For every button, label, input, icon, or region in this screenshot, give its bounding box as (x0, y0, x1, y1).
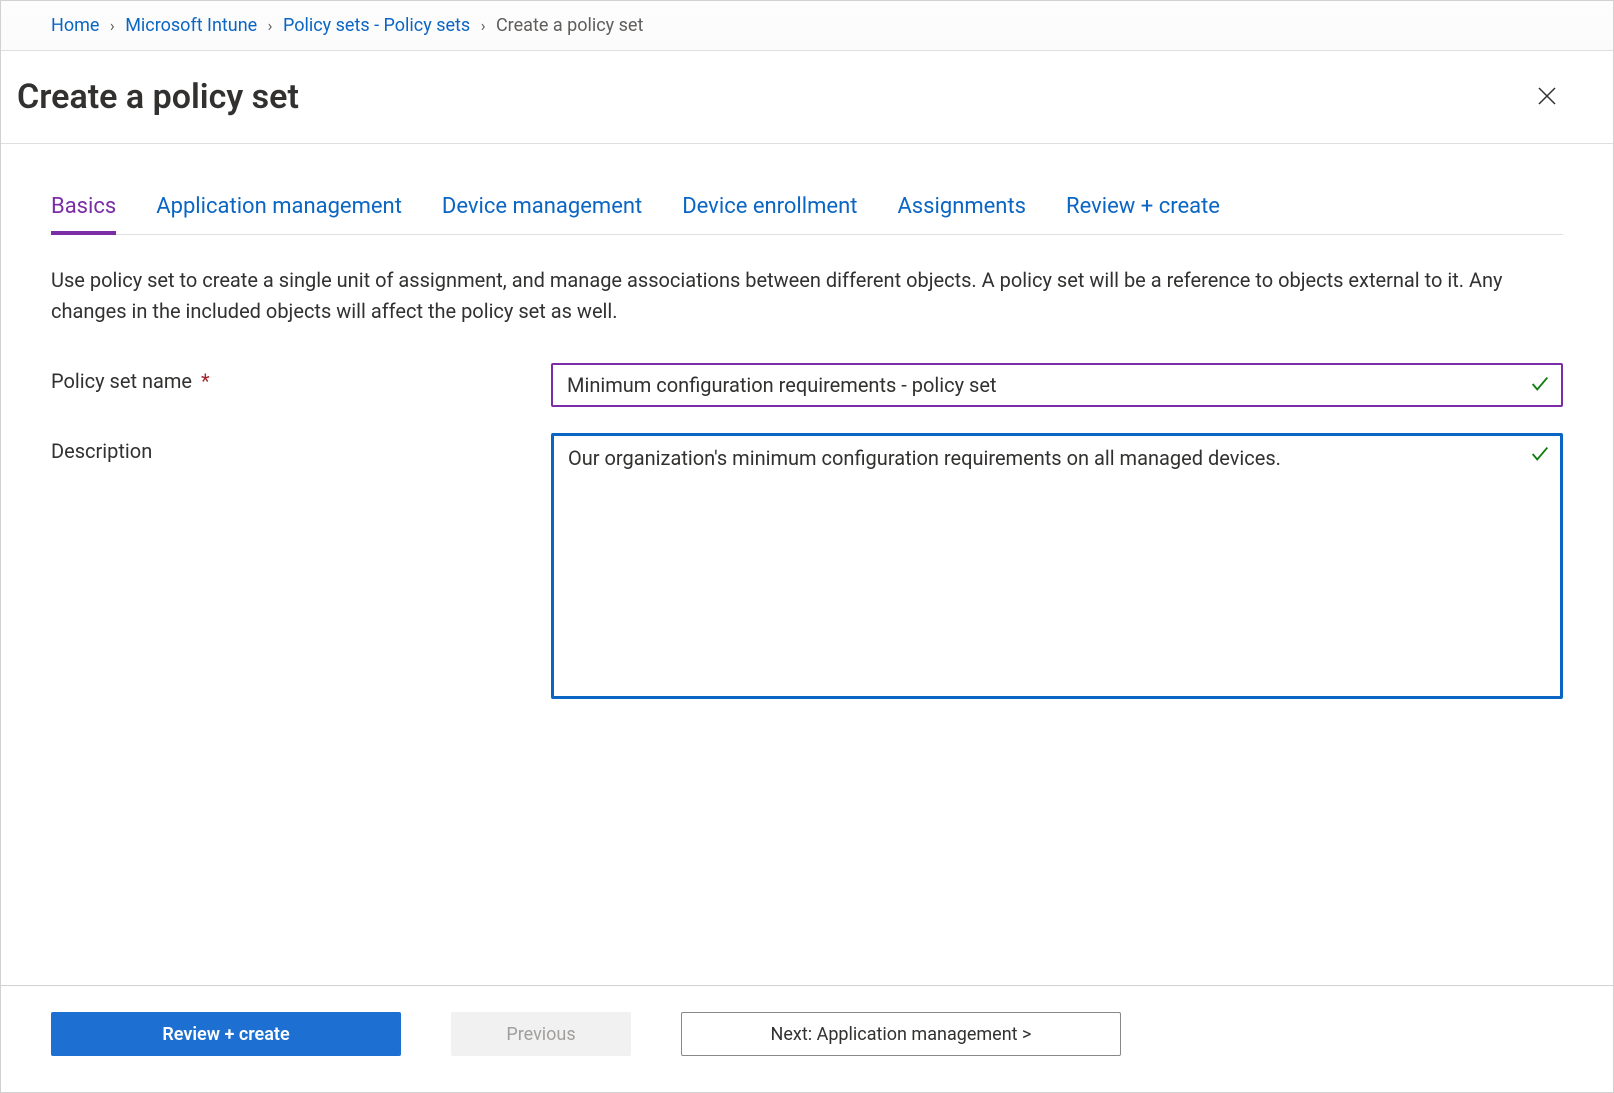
breadcrumb-home[interactable]: Home (51, 15, 99, 36)
review-create-button[interactable]: Review + create (51, 1012, 401, 1056)
form-row-name: Policy set name * (51, 363, 1563, 407)
breadcrumb-policy-sets[interactable]: Policy sets - Policy sets (283, 15, 470, 36)
chevron-right-icon: › (475, 16, 492, 35)
tab-review-create[interactable]: Review + create (1066, 194, 1220, 235)
name-field-wrap (551, 363, 1563, 407)
breadcrumb: Home › Microsoft Intune › Policy sets - … (1, 1, 1613, 51)
previous-button: Previous (451, 1012, 631, 1056)
required-marker: * (201, 369, 210, 393)
chevron-right-icon: › (262, 16, 279, 35)
tab-device-management[interactable]: Device management (442, 194, 642, 235)
content-area: Basics Application management Device man… (1, 144, 1613, 985)
close-icon (1535, 84, 1559, 111)
next-button[interactable]: Next: Application management > (681, 1012, 1121, 1056)
name-label: Policy set name * (51, 363, 551, 393)
description-field-wrap (551, 433, 1563, 703)
page-header: Create a policy set (1, 51, 1613, 144)
page-title: Create a policy set (17, 77, 299, 117)
checkmark-icon (1529, 373, 1551, 399)
wizard-tabs: Basics Application management Device man… (51, 194, 1563, 235)
description-label: Description (51, 433, 551, 463)
tab-application-management[interactable]: Application management (156, 194, 402, 235)
intro-text: Use policy set to create a single unit o… (51, 265, 1511, 327)
breadcrumb-intune[interactable]: Microsoft Intune (125, 15, 257, 36)
policy-set-create-screen: Home › Microsoft Intune › Policy sets - … (0, 0, 1614, 1093)
tab-assignments[interactable]: Assignments (897, 194, 1026, 235)
chevron-right-icon: › (104, 16, 121, 35)
tab-basics[interactable]: Basics (51, 194, 116, 235)
name-label-text: Policy set name (51, 369, 192, 393)
close-button[interactable] (1531, 81, 1563, 113)
policy-set-name-input[interactable] (551, 363, 1563, 407)
description-input[interactable] (551, 433, 1563, 699)
form-row-description: Description (51, 433, 1563, 703)
checkmark-icon (1529, 443, 1551, 469)
wizard-footer: Review + create Previous Next: Applicati… (1, 985, 1613, 1092)
breadcrumb-current: Create a policy set (496, 15, 643, 36)
tab-device-enrollment[interactable]: Device enrollment (682, 194, 857, 235)
